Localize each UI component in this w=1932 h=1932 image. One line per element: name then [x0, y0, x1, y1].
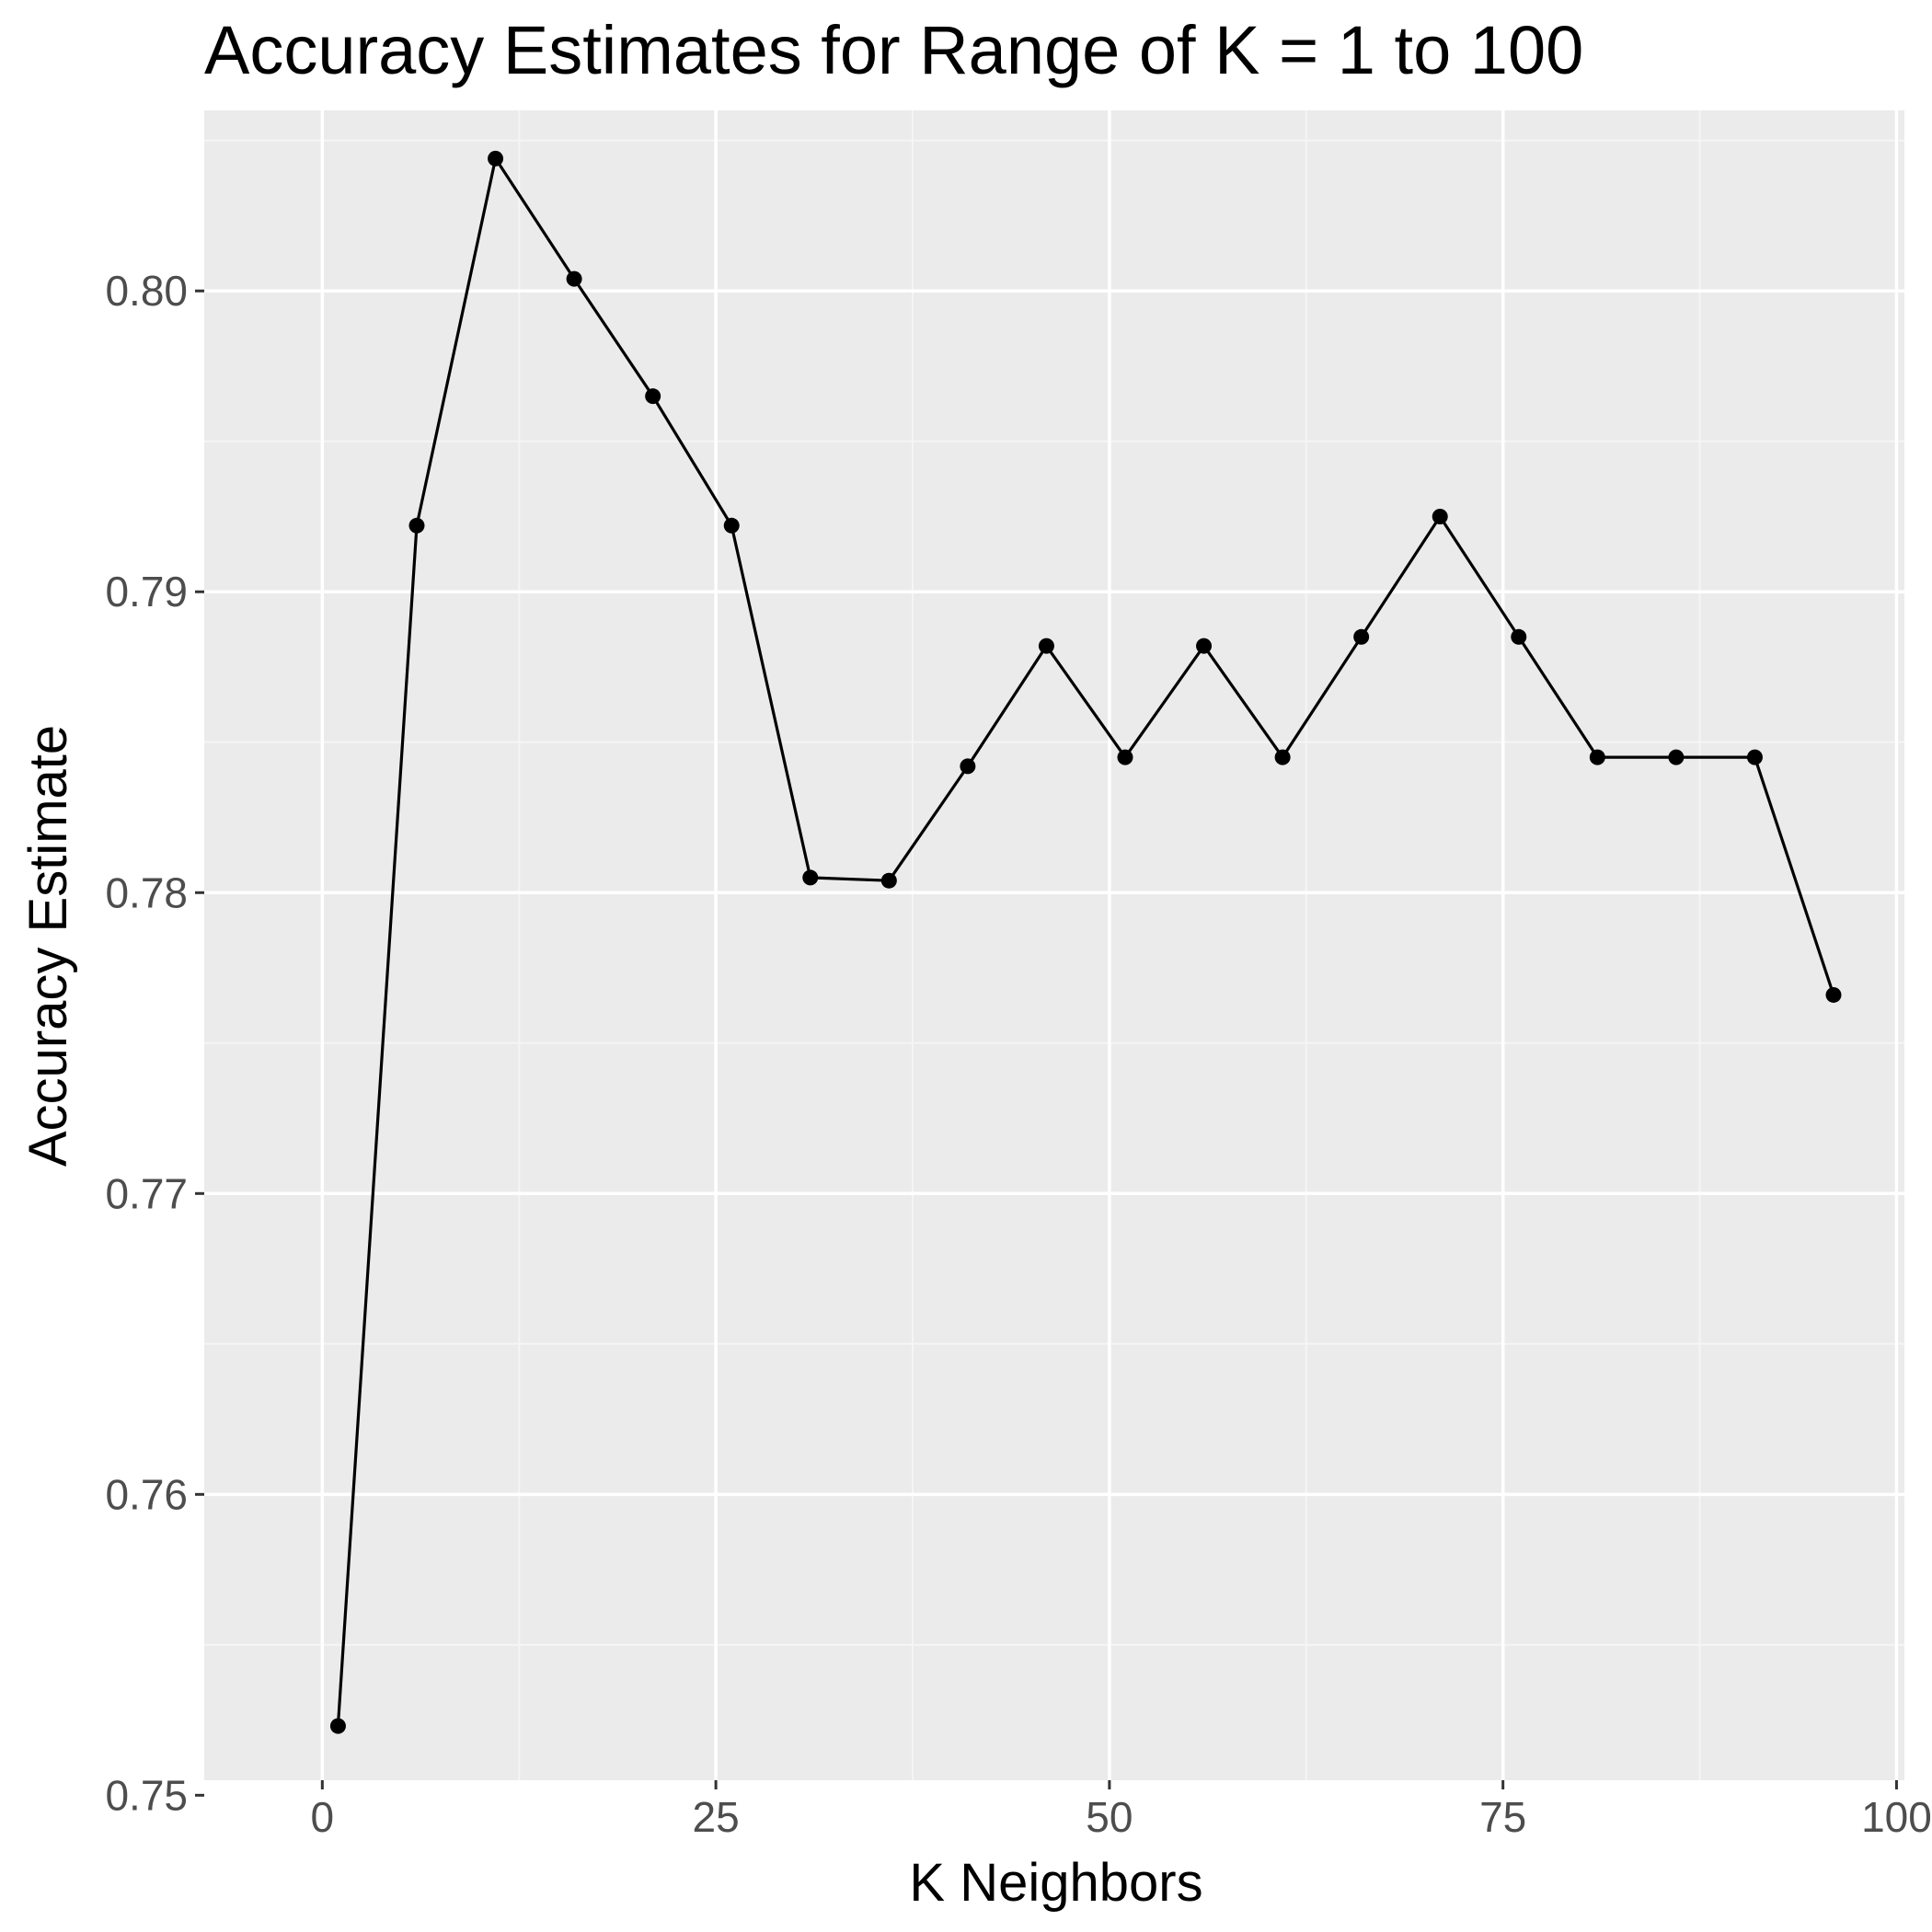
x-tick-label: 100 [1861, 1793, 1932, 1841]
y-tick-label: 0.79 [105, 568, 188, 615]
plot-panel [204, 110, 1904, 1780]
data-point [880, 872, 897, 889]
data-point [802, 869, 819, 886]
data-point [1511, 628, 1527, 645]
y-tick-label: 0.80 [105, 267, 188, 315]
y-axis: 0.75 0.76 0.77 0.78 0.79 0.80 [105, 267, 204, 1819]
y-tick-label: 0.77 [105, 1169, 188, 1217]
data-point [488, 150, 504, 167]
data-point [645, 388, 661, 405]
y-tick-label: 0.78 [105, 868, 188, 916]
data-point [1117, 749, 1133, 765]
series-line [336, 156, 1835, 1727]
data-point [1668, 749, 1685, 765]
chart-title: Accuracy Estimates for Range of K = 1 to… [204, 12, 1583, 88]
data-point [960, 758, 976, 775]
data-point [329, 1718, 346, 1734]
data-point [566, 270, 582, 287]
y-tick-label: 0.76 [105, 1470, 188, 1518]
data-point [1038, 638, 1054, 654]
x-tick-label: 75 [1479, 1793, 1526, 1841]
y-tick-label: 0.75 [105, 1771, 188, 1819]
data-point [1353, 628, 1370, 645]
x-tick-label: 50 [1086, 1793, 1133, 1841]
data-point [1746, 749, 1763, 765]
data-series [329, 150, 1842, 1734]
data-point [723, 517, 740, 534]
panel-background [204, 110, 1904, 1780]
x-axis-title: K Neighbors [909, 1853, 1202, 1913]
grid-lines [204, 110, 1904, 1798]
y-axis-title: Accuracy Estimate [18, 725, 78, 1167]
x-tick-label: 0 [311, 1793, 335, 1841]
data-point [1589, 749, 1605, 765]
data-point [1825, 986, 1842, 1003]
x-tick-label: 25 [693, 1793, 740, 1841]
data-point [408, 517, 425, 534]
data-point [1274, 749, 1291, 765]
data-point [1196, 638, 1213, 654]
data-point [1432, 508, 1448, 524]
x-axis: 0 25 50 75 100 [311, 1780, 1932, 1841]
